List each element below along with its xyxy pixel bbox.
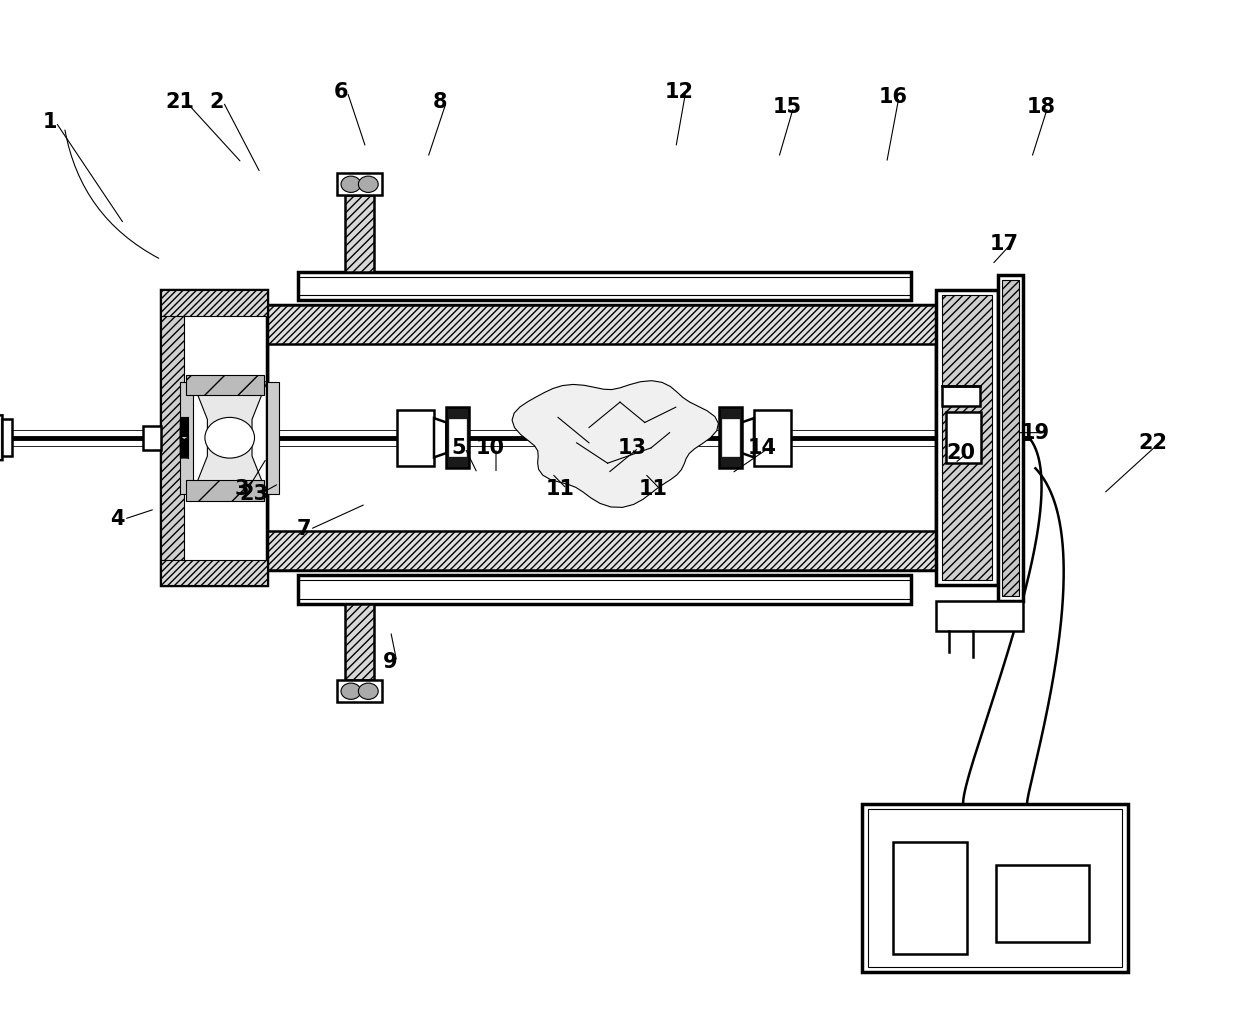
Bar	[298, 575, 911, 604]
Bar	[298, 272, 911, 300]
Bar	[180, 382, 192, 494]
Bar	[2, 419, 12, 456]
Circle shape	[358, 683, 378, 699]
Bar	[936, 290, 998, 585]
Circle shape	[341, 683, 361, 699]
Text: 21: 21	[165, 92, 195, 112]
Bar	[161, 290, 267, 585]
Bar	[345, 195, 374, 272]
Bar	[267, 531, 936, 570]
Bar	[754, 409, 791, 465]
Bar	[143, 426, 161, 450]
Bar	[267, 305, 936, 570]
Bar	[267, 305, 936, 344]
Text: 15: 15	[773, 97, 802, 117]
Bar	[1002, 280, 1019, 596]
Bar	[862, 804, 1128, 972]
Bar	[337, 680, 382, 702]
Text: 9: 9	[383, 652, 398, 672]
Bar	[868, 809, 1122, 967]
Bar	[942, 386, 980, 406]
Text: 4: 4	[110, 509, 125, 529]
Text: 10: 10	[475, 438, 505, 458]
Text: 22: 22	[1138, 433, 1168, 453]
Text: 13: 13	[618, 438, 647, 458]
Text: 1: 1	[42, 112, 57, 132]
Bar	[722, 419, 739, 456]
Text: 11: 11	[639, 478, 668, 499]
Bar	[186, 375, 264, 395]
Text: 17: 17	[990, 234, 1019, 254]
Bar	[946, 412, 981, 463]
Bar	[936, 601, 1023, 631]
Bar	[893, 842, 967, 954]
Circle shape	[341, 176, 361, 192]
Polygon shape	[434, 418, 446, 457]
Text: 23: 23	[239, 484, 269, 504]
Text: 14: 14	[748, 438, 777, 458]
Text: 20: 20	[946, 443, 976, 463]
Text: 3: 3	[234, 478, 249, 499]
Polygon shape	[192, 382, 267, 494]
Polygon shape	[742, 418, 754, 457]
Bar	[337, 173, 382, 195]
Bar	[996, 865, 1089, 942]
Bar	[161, 290, 184, 585]
Bar	[397, 409, 434, 465]
Text: 18: 18	[1027, 97, 1056, 117]
Polygon shape	[0, 415, 2, 460]
Circle shape	[205, 417, 254, 458]
Bar	[942, 295, 992, 580]
Bar	[186, 480, 264, 501]
Bar	[449, 419, 466, 456]
Bar	[267, 382, 279, 494]
Bar	[998, 275, 1023, 601]
Text: 11: 11	[546, 478, 575, 499]
Bar	[719, 407, 742, 468]
Polygon shape	[512, 381, 718, 507]
Bar	[345, 604, 374, 680]
Circle shape	[358, 176, 378, 192]
Text: 2: 2	[210, 92, 224, 112]
Text: 19: 19	[1021, 422, 1050, 443]
Bar	[161, 290, 267, 316]
Text: 12: 12	[665, 81, 694, 102]
Text: 6: 6	[334, 81, 348, 102]
Bar	[161, 560, 267, 585]
Text: 8: 8	[433, 92, 448, 112]
Text: 7: 7	[296, 519, 311, 540]
Text: 16: 16	[878, 87, 908, 107]
Bar	[446, 407, 469, 468]
Text: 5: 5	[451, 438, 466, 458]
